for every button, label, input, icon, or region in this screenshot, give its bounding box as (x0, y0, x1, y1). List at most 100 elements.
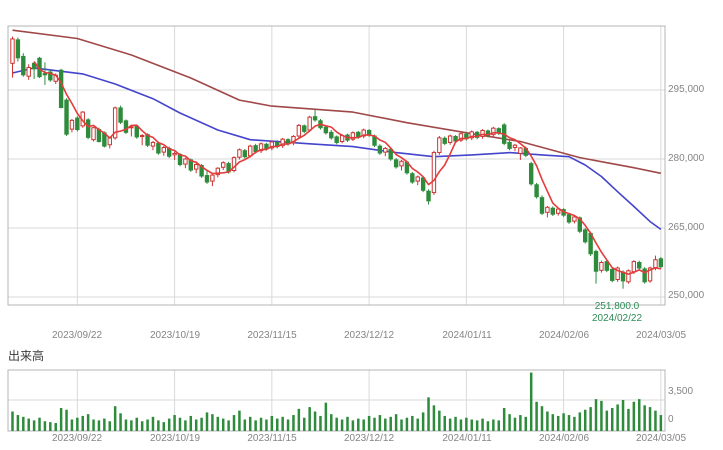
candle-body (431, 152, 437, 194)
candle-body (123, 120, 129, 133)
volume-bar (470, 419, 474, 431)
volume-bar (378, 415, 382, 431)
volume-bar (524, 416, 528, 431)
candle-body (312, 116, 318, 121)
candle-body (280, 138, 285, 147)
candle-body (210, 174, 215, 182)
volume-bar (38, 417, 41, 431)
volume-bar (313, 411, 317, 431)
candle-body (658, 258, 664, 268)
volume-bar (135, 417, 139, 431)
volume-bar (475, 420, 479, 431)
volume-bar (502, 407, 506, 431)
candle-body (399, 160, 404, 167)
volume-bar (465, 417, 468, 431)
candle-body (566, 214, 572, 223)
candle-body (302, 125, 307, 132)
volume-bar (389, 416, 392, 431)
volume-bar (335, 417, 338, 431)
candle-body (42, 72, 48, 76)
volume-bar (535, 401, 538, 431)
volume-bar (54, 423, 57, 431)
volume-bar (124, 419, 128, 431)
candle-body (480, 129, 485, 137)
candle-body (361, 129, 366, 137)
volume-bar (632, 401, 636, 431)
candle-body (442, 137, 447, 144)
candle-body (615, 267, 620, 281)
volume-bar (238, 410, 241, 431)
volume-bar (616, 404, 619, 431)
candle-body (539, 197, 545, 214)
price-axis-tick-250000: 250,000 (668, 290, 705, 301)
volume-bar (140, 421, 144, 431)
volume-bar (648, 407, 652, 431)
candle-body (10, 38, 15, 64)
candle-body (393, 159, 399, 168)
candle-body (258, 143, 264, 152)
volume-date-tick-4: 2023/12/12 (343, 433, 395, 444)
volume-bar (265, 419, 268, 431)
price-date-tick-5: 2024/01/11 (442, 330, 492, 341)
candle-body (599, 262, 604, 271)
volume-bar (346, 416, 349, 431)
candle-body (458, 133, 464, 141)
candle-body (161, 147, 166, 153)
volume-bar (492, 419, 495, 431)
volume-bar (70, 419, 74, 431)
candle-body (534, 184, 539, 198)
volume-bar (275, 418, 279, 431)
candle-body (199, 164, 204, 177)
volume-bar (157, 420, 160, 431)
volume-bar (362, 419, 365, 431)
candle-body (610, 268, 615, 281)
volume-bar (146, 419, 149, 431)
volume-bar (281, 416, 284, 431)
candle-body (48, 71, 53, 81)
volume-bar (22, 416, 25, 431)
volume-bar (151, 416, 155, 431)
volume-bar (81, 415, 84, 431)
volume-bar (459, 419, 463, 431)
candle-body (653, 259, 658, 269)
candle-body (231, 157, 237, 171)
candle-body (453, 135, 458, 142)
candle-body (550, 207, 555, 215)
candle-body (415, 176, 420, 182)
volume-bar (562, 413, 565, 431)
volume-bar (627, 408, 630, 431)
candle-body (194, 164, 199, 170)
volume-bar (340, 419, 344, 431)
volume-bar (405, 417, 409, 431)
candle-body (604, 261, 610, 271)
volume-bar (594, 399, 598, 431)
price-candlestick-chart[interactable] (7, 25, 666, 306)
volume-bar-chart[interactable] (7, 369, 666, 432)
price-axis-tick-280000: 280,000 (668, 153, 705, 164)
candle-body (21, 55, 26, 76)
volume-bar (221, 418, 225, 431)
volume-bar (103, 418, 106, 431)
volume-bar (205, 412, 209, 431)
candle-body (172, 152, 177, 156)
volume-bar (454, 416, 457, 431)
candle-body (253, 145, 258, 153)
volume-bar (513, 417, 517, 431)
candle-body (528, 163, 534, 185)
candle-body (577, 217, 583, 232)
volume-bar (59, 407, 63, 431)
volume-date-tick-6: 2024/02/06 (538, 433, 590, 444)
price-date-tick-4: 2023/12/12 (343, 330, 395, 341)
candle-body (248, 145, 253, 157)
candle-body (642, 268, 647, 283)
candle-body (626, 270, 631, 283)
volume-bar (546, 411, 549, 431)
candle-body (296, 124, 302, 137)
volume-bar (303, 417, 306, 431)
volume-bar (65, 409, 68, 431)
candle-body (518, 147, 523, 154)
volume-bar (286, 419, 290, 431)
candle-body (437, 137, 442, 154)
